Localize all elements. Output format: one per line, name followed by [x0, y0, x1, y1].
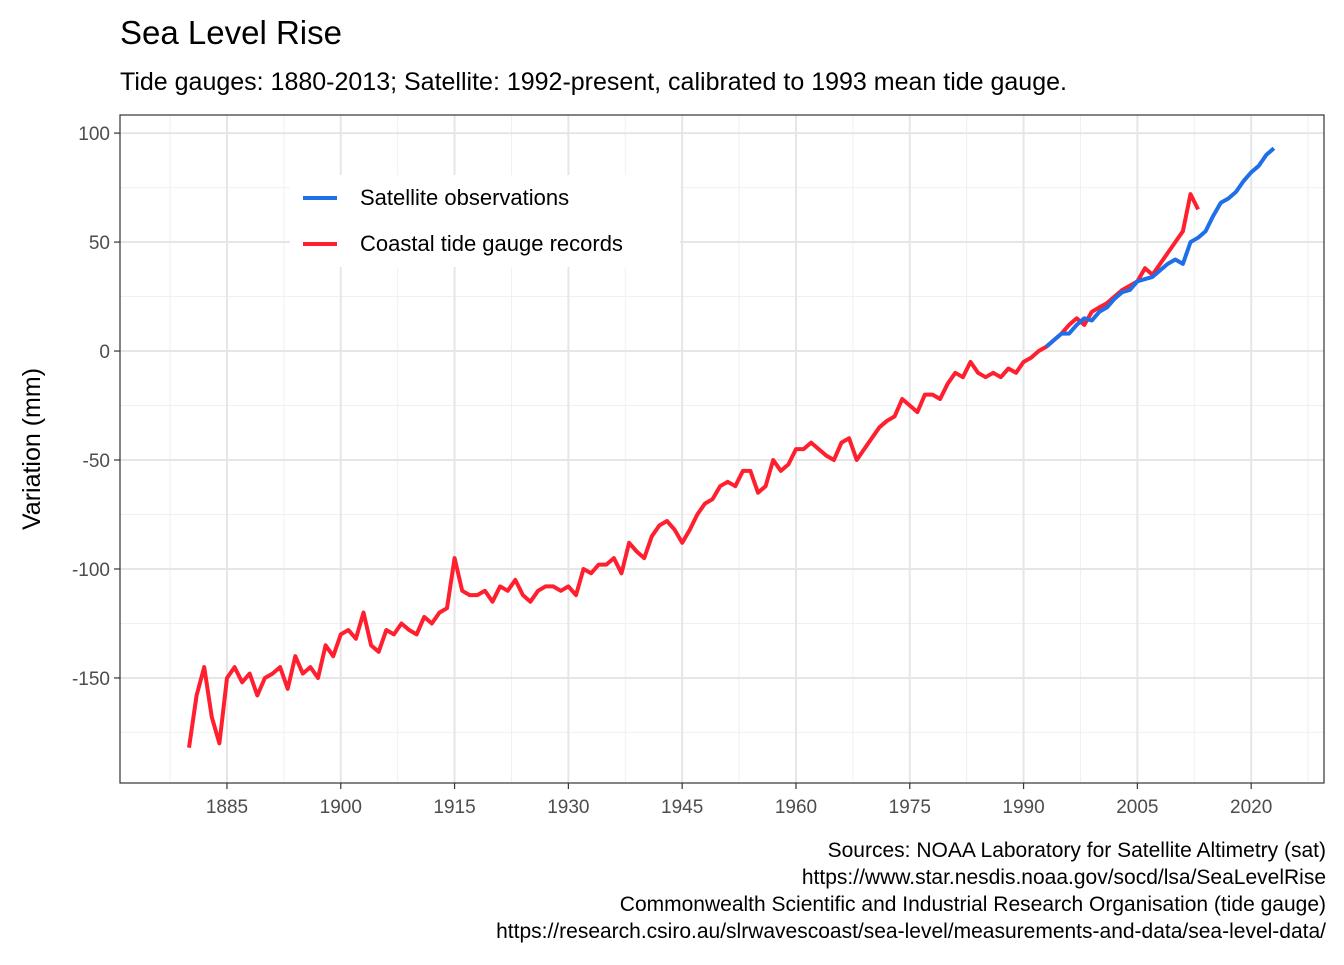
x-tick-label: 1945 — [661, 797, 703, 818]
y-tick-label: 0 — [99, 342, 110, 363]
legend: Satellite observations Coastal tide gauge… — [290, 175, 680, 267]
x-tick-label: 1915 — [433, 797, 475, 818]
data-line — [187, 192, 1200, 748]
legend-label: Satellite observations — [360, 185, 569, 210]
legend-label: Coastal tide gauge records — [360, 231, 623, 256]
caption: https://www.star.nesdis.noaa.gov/socd/ls… — [802, 866, 1326, 889]
y-tick-label: 50 — [89, 233, 110, 254]
caption: Commonwealth Scientific and Industrial R… — [620, 893, 1326, 916]
x-tick-label: 1960 — [775, 797, 817, 818]
caption: https://research.csiro.au/slrwavescoast/… — [496, 920, 1326, 943]
y-tick-label: -50 — [83, 451, 110, 472]
panel-border — [119, 114, 1325, 784]
chart-title: Sea Level Rise — [120, 14, 342, 51]
x-tick-label: 1885 — [206, 797, 248, 818]
y-tick-label: -100 — [72, 560, 110, 581]
x-tick-label: 2020 — [1230, 797, 1272, 818]
y-tick-label: 100 — [78, 124, 110, 145]
caption: Sources: NOAA Laboratory for Satellite A… — [828, 839, 1326, 862]
y-tick-label: -150 — [72, 669, 110, 690]
x-tick-label: 1975 — [889, 797, 931, 818]
y-axis-label: Variation (mm) — [18, 368, 46, 530]
x-tick-label: 1930 — [547, 797, 589, 818]
x-tick-label: 2005 — [1116, 797, 1158, 818]
x-tick-label: 1900 — [320, 797, 362, 818]
data-line — [1044, 146, 1276, 349]
chart-subtitle: Tide gauges: 1880-2013; Satellite: 1992-… — [120, 68, 1067, 96]
legend-background — [290, 175, 680, 267]
x-tick-label: 1990 — [1002, 797, 1044, 818]
